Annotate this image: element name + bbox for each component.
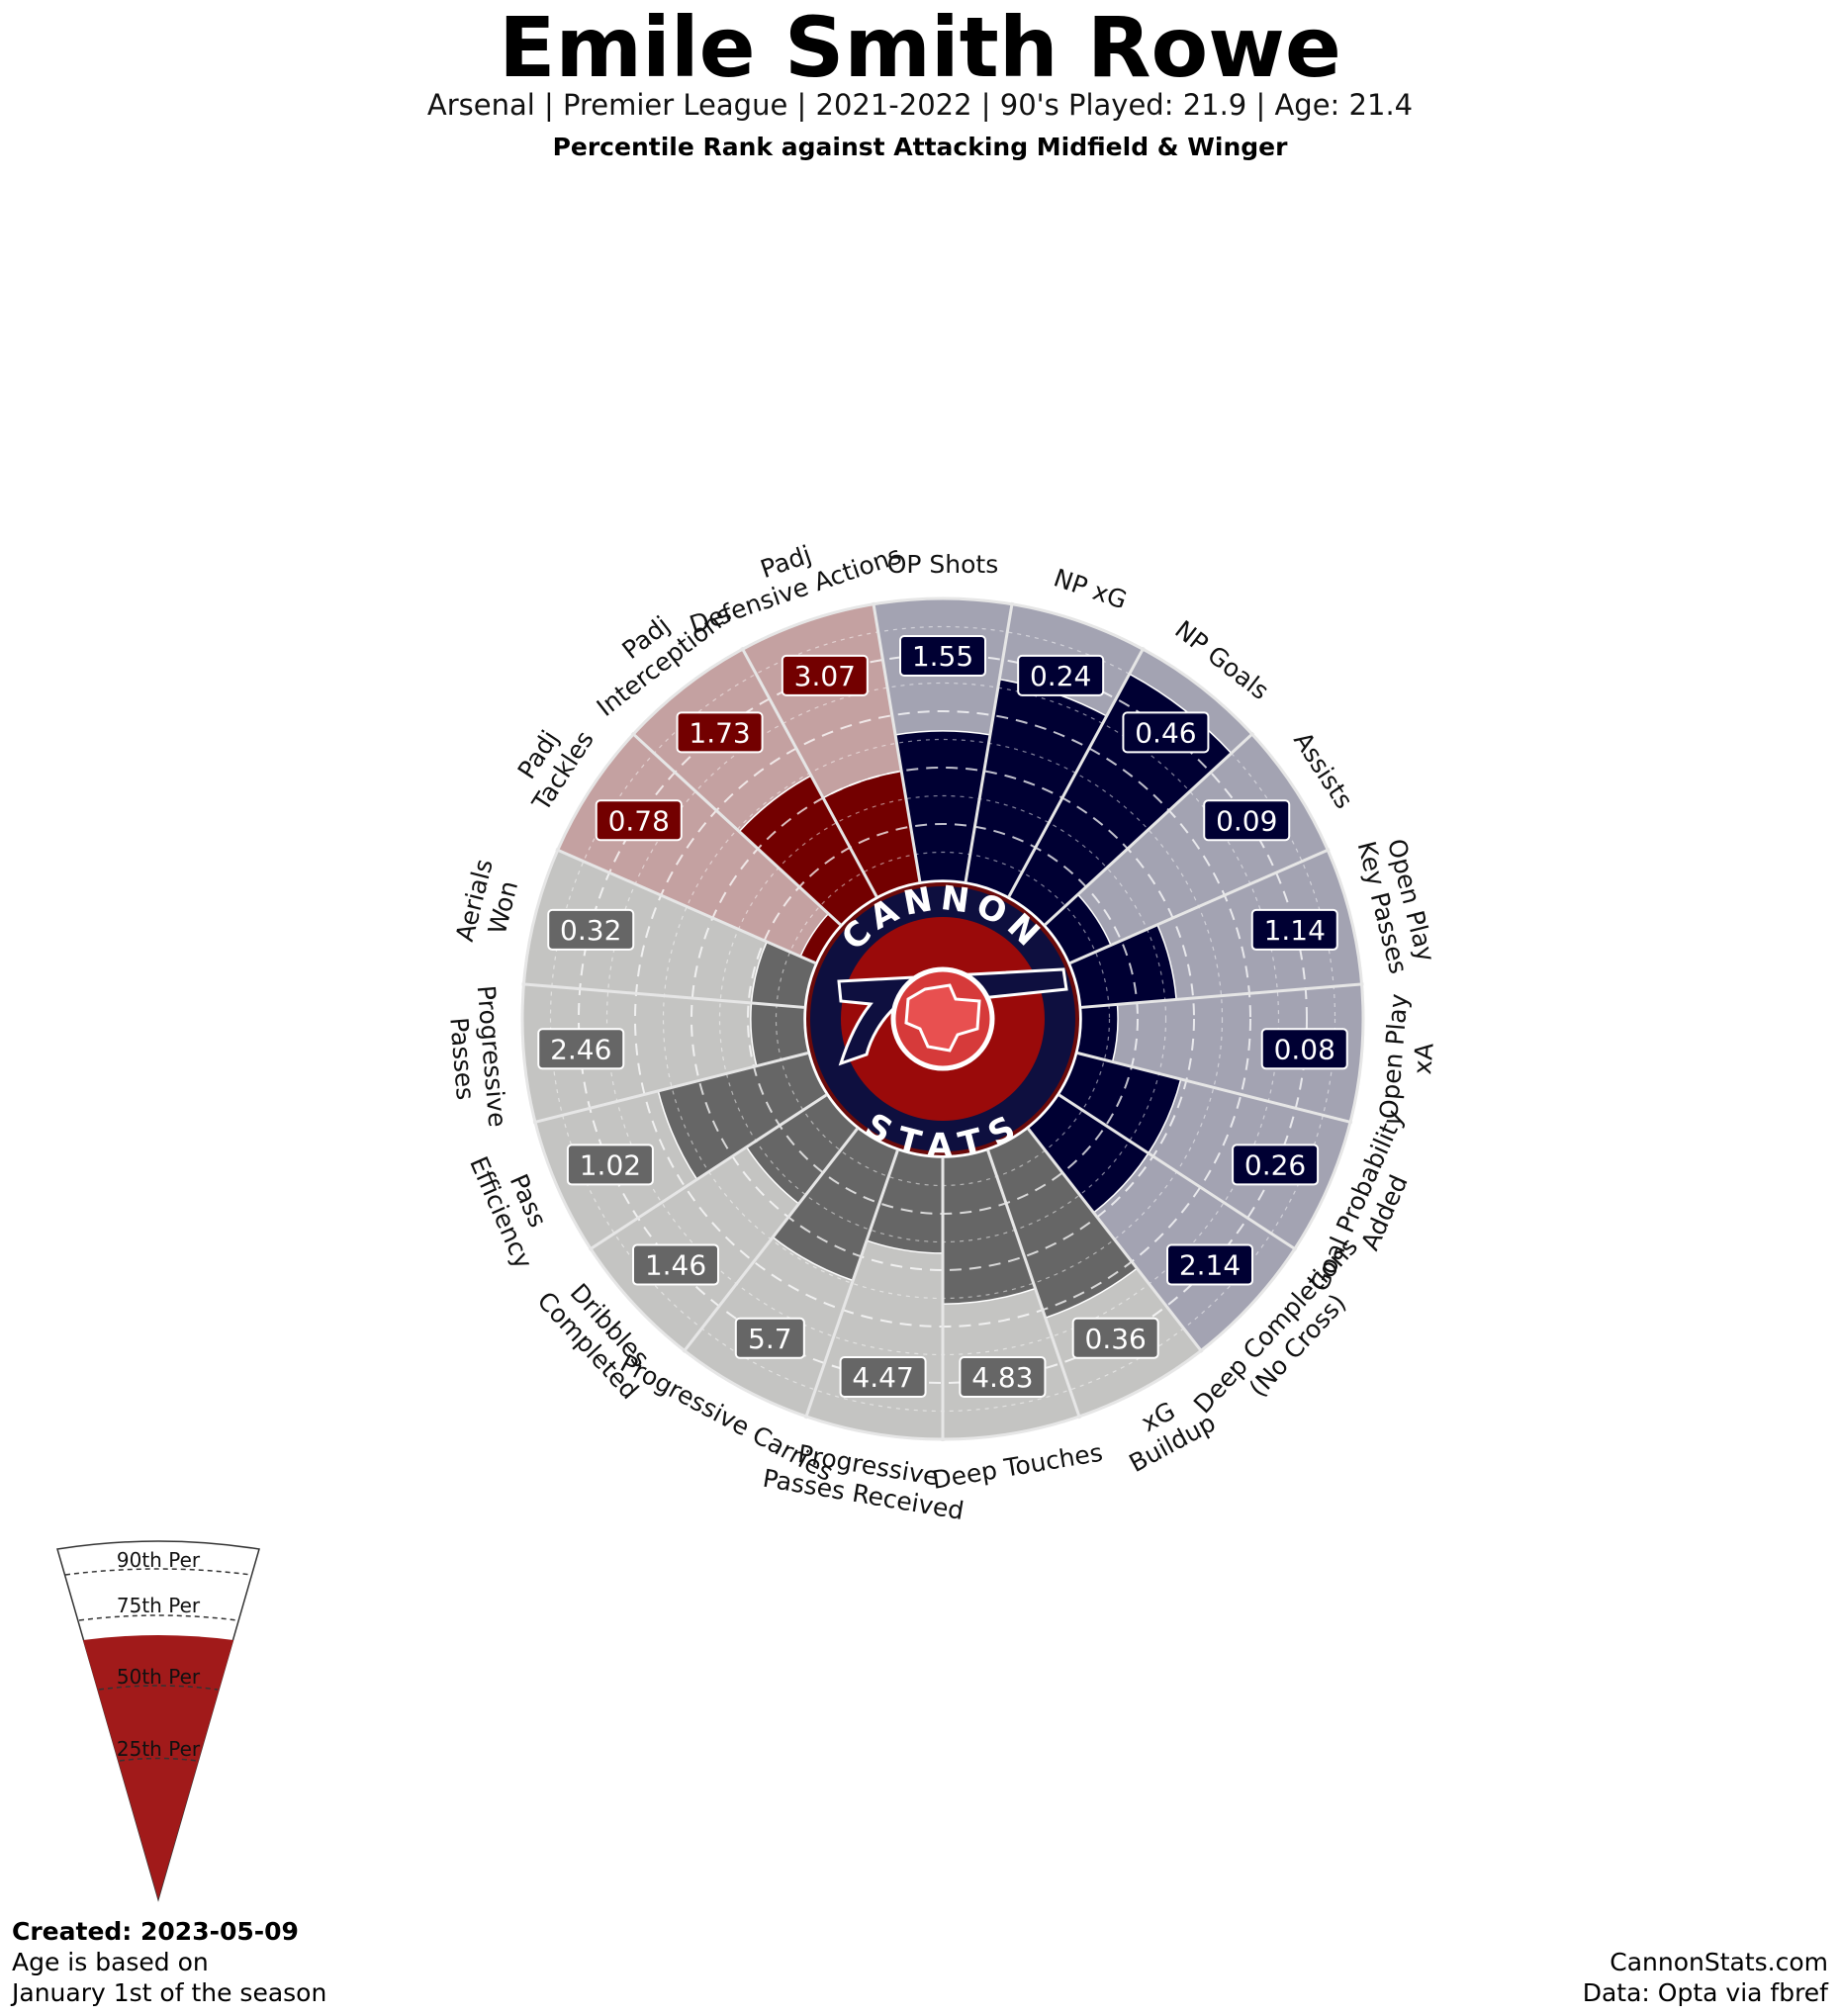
value-label-xg-buildup: 0.36: [1085, 1323, 1147, 1355]
category-label-progressive-passes: ProgressivePasses: [442, 984, 512, 1131]
category-label-np-xg: NP xG: [1051, 563, 1131, 614]
value-label-assists: 0.09: [1216, 804, 1277, 837]
value-label-padj-defensive-actions: 3.07: [794, 660, 856, 692]
separator-open-play-key-passes: [1068, 848, 1331, 965]
value-label-open-play-key-passes: 1.14: [1264, 914, 1326, 947]
value-box-open-play-key-passes: [1250, 908, 1338, 951]
value-box-assists: [1203, 799, 1291, 842]
separator-padj-defensive-actions: [740, 646, 878, 898]
legend-label-50: 50th Per: [117, 1665, 201, 1689]
value-box-open-play-xa: [1260, 1028, 1348, 1070]
value-box-progressive-passes: [537, 1028, 625, 1070]
value-box-padj-tackles: [595, 799, 683, 842]
value-box-xg-buildup: [1071, 1317, 1159, 1359]
bar-np-xg: [965, 678, 1108, 898]
age-note-line2: January 1st of the season: [12, 1978, 327, 2007]
separator-padj-tackles: [555, 848, 817, 965]
wedge-bg-assists: [1045, 734, 1329, 963]
ring-80: [578, 654, 1308, 1384]
wedge-bg-open-play-xa: [1076, 983, 1363, 1123]
value-label-np-goals: 0.46: [1135, 716, 1196, 749]
value-box-goal-probability-added: [1232, 1144, 1320, 1186]
separator-np-xg: [964, 601, 1014, 883]
value-box-padj-interceptions: [676, 711, 764, 754]
value-label-op-shots: 1.55: [912, 640, 973, 673]
wedge-bg-progressive-passes: [522, 983, 809, 1123]
category-label-op-shots: OP Shots: [887, 550, 999, 579]
value-label-deep-touches: 4.83: [971, 1361, 1033, 1394]
category-label-open-play-key-passes: Open PlayKey Passes: [1352, 831, 1442, 976]
percentile-legend: 90th Per 75th Per 50th Per 25th Per: [56, 1540, 260, 1902]
separator-progressive-carries: [803, 1148, 899, 1420]
star-icon: [904, 983, 981, 1053]
legend-label-90: 90th Per: [117, 1548, 201, 1572]
category-label-aerials-won: AerialsWon: [450, 857, 527, 952]
separator-deep-touches: [986, 1148, 1082, 1420]
value-box-np-xg: [1017, 654, 1105, 696]
separator-pass-efficiency: [588, 1093, 828, 1251]
value-box-deep-touches: [959, 1355, 1047, 1398]
separator-op-shots: [872, 601, 922, 883]
value-label-progressive-passes: 2.46: [550, 1033, 611, 1065]
bar-xg-buildup: [986, 1127, 1139, 1320]
category-label-open-play-xa: Open PlayxA: [1374, 992, 1442, 1122]
separator-deep-completions-no-cross: [1058, 1093, 1298, 1251]
legend-line-90: [64, 1568, 252, 1576]
separator-aerials-won: [521, 982, 805, 1009]
legend-line-50: [98, 1685, 219, 1691]
ring-40: [690, 767, 1195, 1271]
value-box-dribbles-completed: [631, 1243, 719, 1286]
value-label-progressive-passes-received: 4.47: [852, 1361, 913, 1394]
value-label-deep-completions-no-cross: 2.14: [1179, 1249, 1241, 1282]
separator-assists: [1043, 731, 1255, 927]
value-label-padj-tackles: 0.78: [608, 804, 670, 837]
value-label-open-play-xa: 0.08: [1274, 1033, 1335, 1065]
legend-label-75: 75th Per: [117, 1594, 201, 1617]
value-box-deep-completions-no-cross: [1166, 1243, 1254, 1286]
page-title: Emile Smith Rowe: [499, 0, 1341, 96]
value-box-op-shots: [899, 635, 986, 677]
separator-dribbles-completed: [682, 1127, 860, 1353]
separator-progressive-passes: [532, 1051, 809, 1125]
separator-open-play-xa: [1080, 982, 1364, 1009]
created-date: Created: 2023-05-09: [12, 1917, 299, 1946]
comparison-subtitle: Percentile Rank against Attacking Midfie…: [552, 133, 1288, 161]
cannon-stats-logo: CANNON STATS: [806, 878, 1079, 1166]
value-label-goal-probability-added: 0.26: [1244, 1148, 1306, 1181]
value-box-aerials-won: [547, 908, 635, 951]
player-info-subtitle: Arsenal | Premier League | 2021-2022 | 9…: [426, 88, 1414, 122]
value-box-padj-defensive-actions: [781, 654, 869, 696]
wedge-separators: [521, 601, 1364, 1441]
value-box-np-goals: [1122, 711, 1210, 754]
value-label-dribbles-completed: 1.46: [645, 1249, 706, 1282]
legend-fill: [83, 1635, 233, 1899]
wedge-bg-padj-tackles: [557, 734, 841, 963]
separator-goal-probability-added: [1076, 1051, 1353, 1125]
wedge-bg-aerials-won: [523, 850, 816, 1008]
value-box-progressive-passes-received: [839, 1355, 927, 1398]
value-box-progressive-carries: [734, 1317, 805, 1359]
footer-right: CannonStats.com Data: Opta via fbref: [1583, 1947, 1828, 2008]
value-label-aerials-won: 0.32: [560, 914, 621, 947]
category-label-deep-touches: Deep Touches: [930, 1438, 1104, 1495]
data-source: Data: Opta via fbref: [1582, 1978, 1828, 2007]
value-label-padj-interceptions: 1.73: [689, 716, 750, 749]
legend-line-75: [78, 1614, 238, 1621]
legend-line-25: [119, 1757, 198, 1762]
separator-padj-interceptions: [630, 731, 843, 927]
footer-left: Created: 2023-05-09 Age is based on Janu…: [12, 1916, 326, 2008]
separator-np-goals: [1007, 646, 1146, 898]
value-box-pass-efficiency: [566, 1144, 654, 1186]
site-credit: CannonStats.com: [1610, 1948, 1828, 1976]
age-note-line1: Age is based on: [12, 1948, 209, 1976]
legend-label-25: 25th Per: [117, 1737, 201, 1761]
value-label-pass-efficiency: 1.02: [580, 1148, 641, 1181]
value-label-progressive-carries: 5.7: [748, 1323, 792, 1355]
separator-xg-buildup: [1026, 1127, 1204, 1353]
value-labels: 1.55 0.24 0.46 0.09 1.14 0.08 0.26 2.14 0.36 4.83…: [537, 635, 1348, 1398]
value-label-np-xg: 0.24: [1030, 660, 1091, 692]
